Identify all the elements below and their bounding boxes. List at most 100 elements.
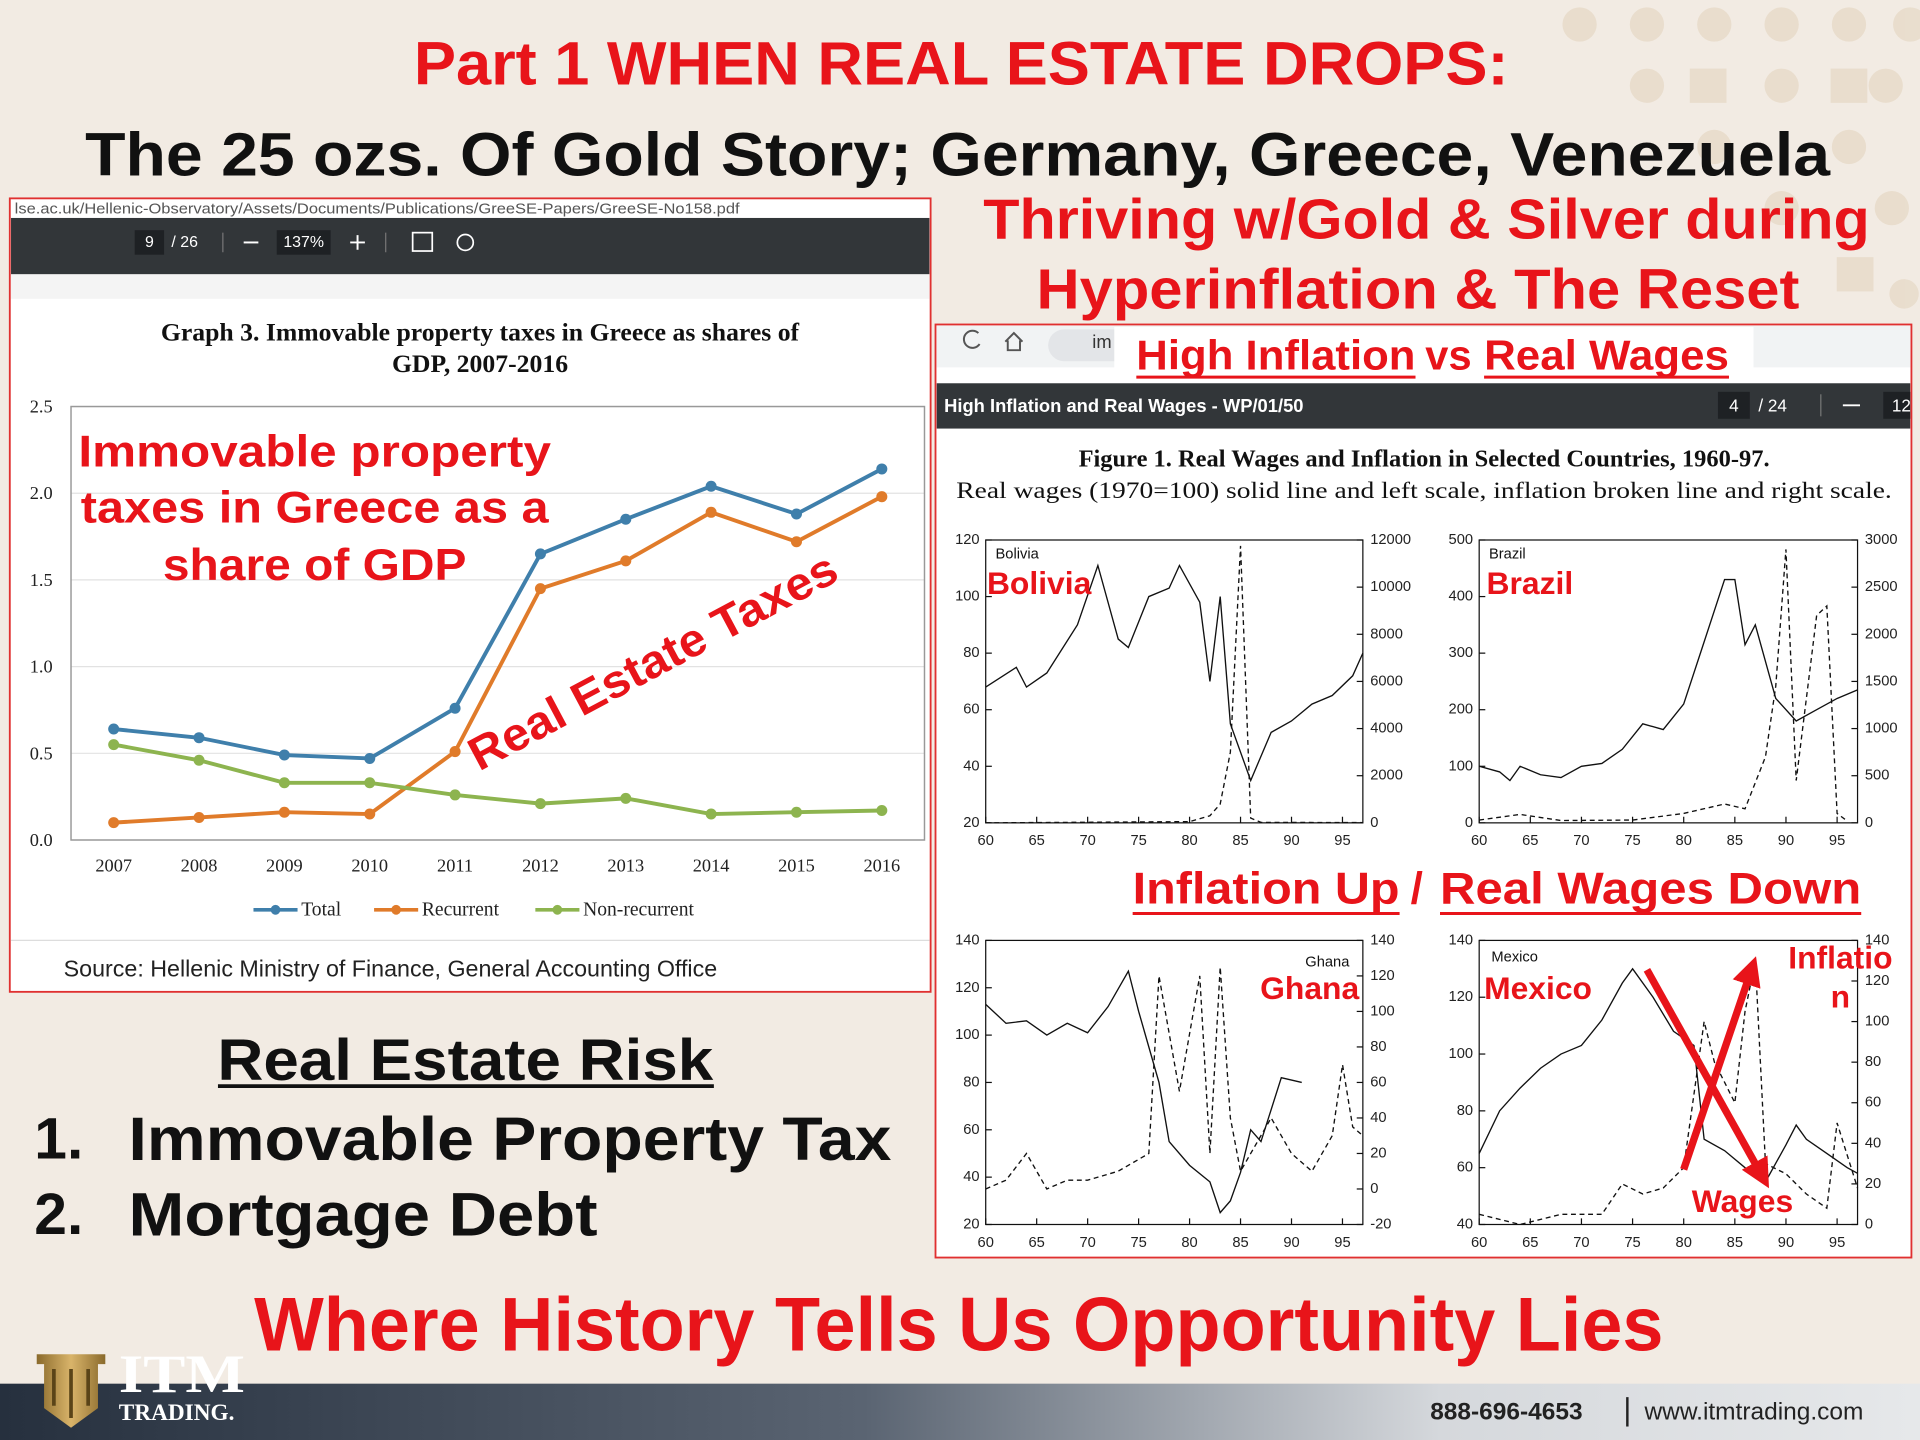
viewer-frame [934, 323, 1913, 1259]
y2-tick-label: 2500 [1865, 579, 1898, 595]
zoom-box[interactable] [276, 230, 331, 255]
x-tick-label: 75 [1624, 1235, 1640, 1251]
zoom-in[interactable] [350, 235, 365, 250]
x-tick-label: 90 [1283, 1235, 1299, 1251]
page-box[interactable] [134, 230, 165, 255]
y2-tick-label: 60 [1865, 1095, 1881, 1111]
x-tick-label: 70 [1573, 1235, 1589, 1251]
page-box[interactable] [1717, 391, 1750, 419]
series-line [1479, 549, 1848, 822]
marker [705, 808, 717, 820]
marker [876, 805, 888, 817]
risk-title: Real Estate Risk [217, 1028, 713, 1093]
legend-label: Total [301, 899, 342, 920]
y-tick-label: 0.0 [30, 830, 53, 850]
website: www.itmtrading.com [1643, 1398, 1863, 1425]
x-tick-label: 2012 [522, 856, 559, 876]
subtitle: The 25 ozs. Of Gold Story; Germany, Gree… [85, 120, 1831, 188]
rotate-icon[interactable] [456, 233, 475, 252]
closing: Where History Tells Us Opportunity Lies [254, 1282, 1663, 1367]
legend-label: Recurrent [422, 899, 500, 920]
y-tick-label: 60 [1457, 1160, 1473, 1176]
x-tick-label: 95 [1829, 1235, 1845, 1251]
zoom-box[interactable] [1883, 391, 1911, 419]
series-line [113, 467, 883, 761]
arrow [1643, 968, 1769, 1189]
figure-subtitle: Real wages (1970=100) solid line and lef… [956, 478, 1892, 504]
reload-icon[interactable] [962, 329, 981, 349]
plot-frame [985, 939, 1364, 1226]
x-tick-label: 90 [1778, 1235, 1794, 1251]
x-tick-label: 85 [1232, 833, 1248, 849]
marker [364, 752, 376, 765]
page-number: 4 [1729, 395, 1739, 415]
home-icon[interactable] [1004, 331, 1024, 352]
y2-tick-label: 80 [1865, 1054, 1881, 1070]
x-tick-label: 60 [1471, 833, 1487, 849]
y-tick-label: 40 [1457, 1216, 1473, 1232]
legend-swatch [552, 904, 563, 915]
y-tick-label: 80 [1457, 1103, 1473, 1119]
list-number: 1. [34, 1106, 83, 1171]
y-tick-label: 0 [1465, 815, 1473, 831]
fit-icon[interactable] [411, 231, 434, 252]
legend-swatch [391, 904, 402, 915]
zoom-level: 12 [1892, 395, 1911, 415]
y-tick-label: 60 [963, 702, 979, 718]
marker [620, 513, 632, 525]
x-tick-label: 2011 [437, 856, 473, 876]
title: Part 1 WHEN REAL ESTATE DROPS: [414, 30, 1509, 98]
y2-tick-label: 0 [1865, 815, 1873, 831]
y-tick-label: 100 [1449, 1046, 1474, 1062]
page-gap [11, 274, 930, 299]
y2-tick-label: 0 [1370, 1181, 1378, 1197]
marker [108, 817, 120, 829]
source: Source: Hellenic Ministry of Finance, Ge… [64, 956, 717, 982]
marker [449, 702, 461, 714]
plot-frame [1478, 539, 1859, 824]
x-tick-label: 80 [1676, 833, 1692, 849]
tagline: Hyperinflation & The Reset [1037, 257, 1800, 320]
marker [449, 789, 461, 801]
footer-bar [0, 1383, 1920, 1440]
y-tick-label: 80 [963, 645, 979, 661]
annotation: n [1831, 979, 1850, 1015]
annotation: Immovable property [78, 427, 551, 476]
y2-tick-label: 140 [1370, 932, 1395, 948]
series-line [113, 742, 882, 817]
marker [705, 506, 717, 518]
legend-swatch [270, 904, 281, 915]
x-tick-label: 2015 [778, 856, 815, 876]
y2-tick-label: 12000 [1370, 532, 1411, 548]
headline: High Inflation [1136, 332, 1415, 379]
right-viewer: im High Inflation vs Real Wages High Inf… [934, 323, 1913, 1259]
arrow [1680, 956, 1761, 1171]
y-tick-label: 40 [963, 758, 979, 774]
callout: Brazil [1487, 565, 1574, 601]
zoom-level: 137% [283, 234, 324, 251]
marker [876, 463, 888, 475]
y-tick-label: 2.5 [30, 397, 53, 417]
y-tick-label: 1.0 [30, 657, 53, 677]
x-tick-label: 75 [1130, 1235, 1146, 1251]
x-tick-label: 70 [1079, 833, 1095, 849]
y-tick-label: 120 [955, 532, 980, 548]
x-tick-label: 65 [1029, 1235, 1045, 1251]
y-tick-label: 40 [963, 1169, 979, 1185]
y2-tick-label: 3000 [1865, 532, 1898, 548]
y2-tick-label: 0 [1370, 815, 1378, 831]
y-tick-label: 20 [963, 1216, 979, 1232]
annotation: Wages [1692, 1183, 1793, 1219]
annotation: Inflatio [1788, 940, 1892, 976]
tagline: Thriving w/Gold & Silver during [983, 188, 1870, 251]
x-tick-label: 2010 [351, 856, 388, 876]
chart-label: Brazil [1489, 547, 1526, 563]
x-tick-label: 80 [1181, 833, 1197, 849]
marker [705, 480, 717, 492]
x-tick-label: 2008 [181, 856, 218, 876]
marker [620, 555, 632, 567]
y-tick-label: 120 [1449, 989, 1474, 1005]
y-tick-label: 1.5 [30, 570, 53, 590]
x-tick-label: 95 [1334, 833, 1350, 849]
